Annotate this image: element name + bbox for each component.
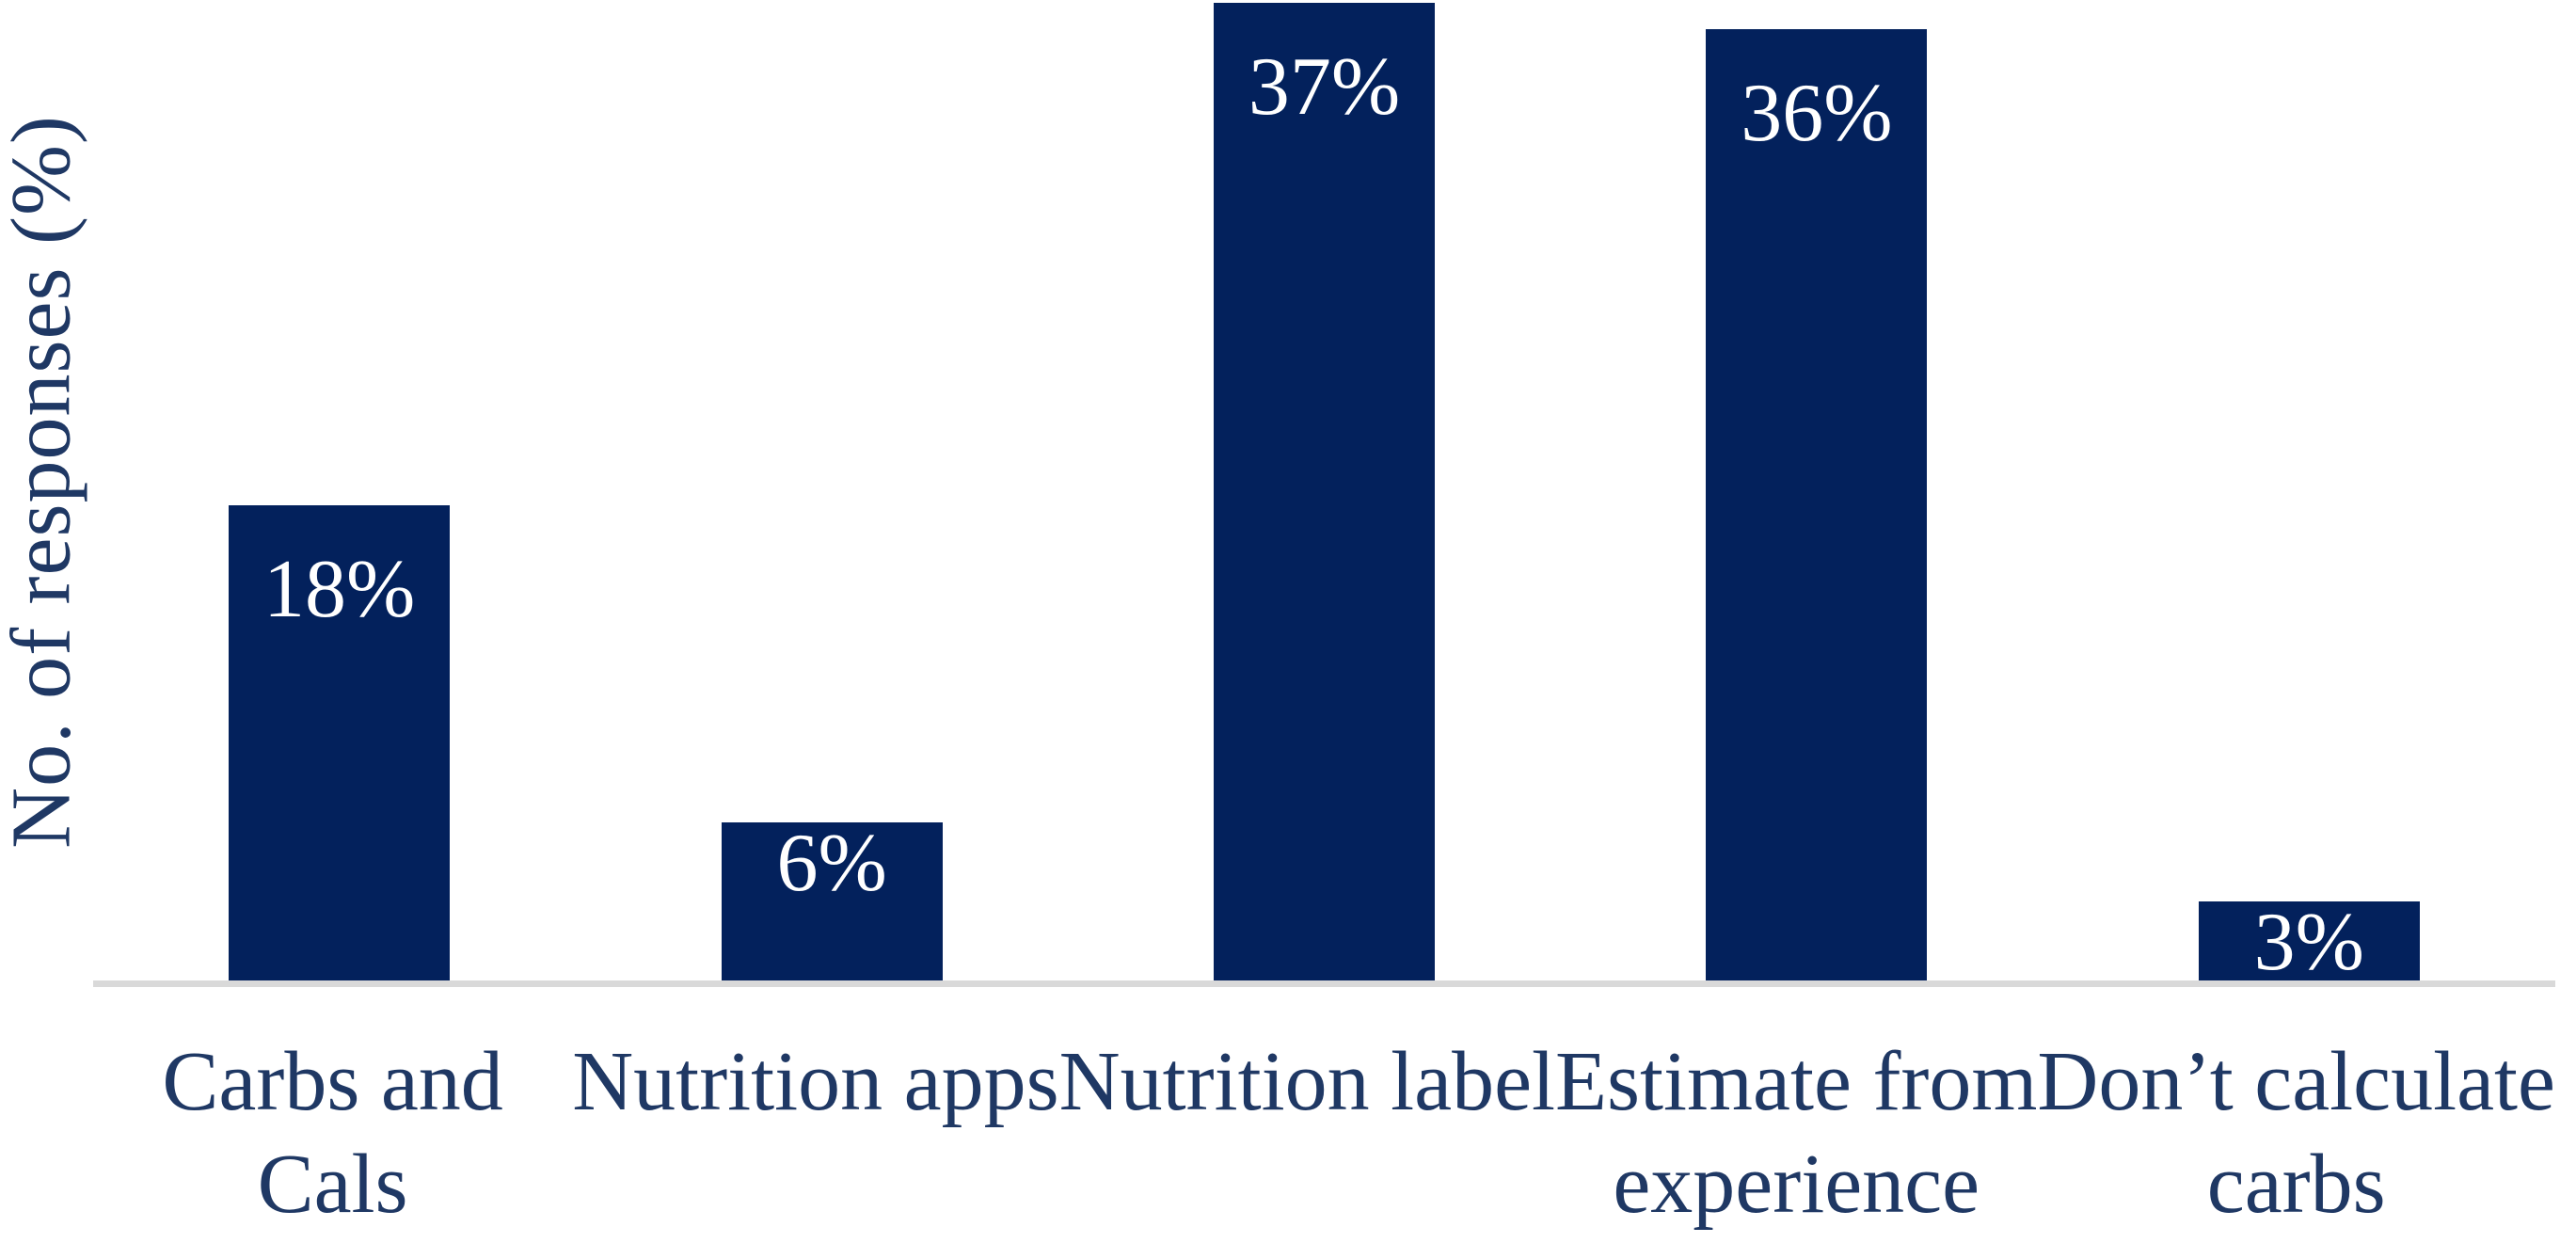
bars-row: 18% 6% 37% 36% 3% (93, 0, 2555, 984)
bar-slot: 37% (1078, 0, 1570, 980)
bar-slot: 3% (2063, 0, 2555, 984)
x-axis-label: Nutrition apps (572, 1030, 1058, 1235)
bar-5: 3% (2198, 901, 2420, 984)
x-axis-label-line: experience (1613, 1138, 1980, 1231)
x-axis-label-line: Nutrition apps (572, 1035, 1059, 1128)
y-axis-title: No. of responses (%) (0, 115, 88, 849)
x-axis-label-line: Estimate from (1555, 1035, 2038, 1128)
bar-1: 18% (229, 505, 451, 980)
bar-slot: 18% (93, 0, 585, 980)
x-axis-label: Estimate from experience (1555, 1030, 2037, 1235)
x-axis-label: Carbs and Cals (93, 1030, 572, 1235)
x-axis-label-line: Cals (257, 1138, 408, 1231)
x-axis-label: Nutrition label (1059, 1030, 1555, 1235)
x-axis-line (93, 980, 2555, 987)
bar-4: 36% (1706, 29, 1928, 980)
bar-3: 37% (1214, 3, 1436, 980)
bar-value-label: 3% (2253, 897, 2364, 988)
x-axis-label-line: Don’t calculate (2037, 1035, 2555, 1128)
x-axis-labels: Carbs and Cals Nutrition apps Nutrition lab… (93, 1030, 2555, 1235)
bar-value-label: 36% (1741, 68, 1893, 159)
plot-area: 18% 6% 37% 36% 3% (93, 0, 2555, 987)
bar-slot: 36% (1570, 0, 2062, 980)
x-axis-label-line: Nutrition label (1058, 1035, 1556, 1128)
bar-value-label: 37% (1248, 41, 1401, 133)
x-axis-label-line: Carbs and (162, 1035, 503, 1128)
x-axis-label: Don’t calculate carbs (2037, 1030, 2555, 1235)
x-axis-label-line: carbs (2206, 1138, 2386, 1231)
bar-2: 6% (721, 818, 943, 980)
bar-slot: 6% (585, 0, 1077, 980)
bar-value-label: 6% (776, 818, 887, 909)
bar-value-label: 18% (263, 544, 416, 635)
